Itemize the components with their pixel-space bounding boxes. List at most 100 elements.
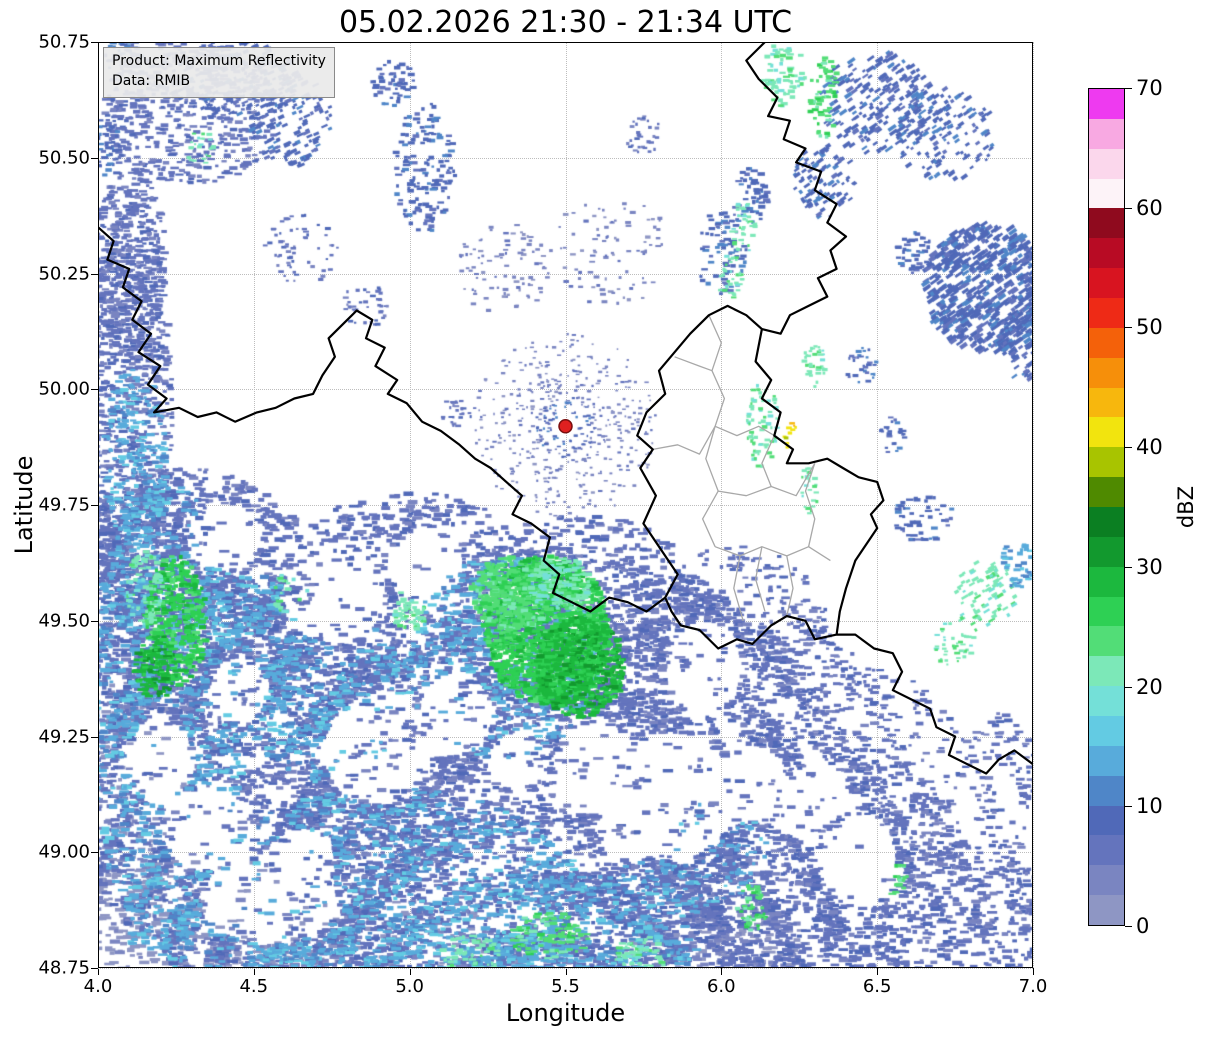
colorbar-segment [1089, 178, 1124, 209]
internal-border-line [733, 555, 744, 621]
country-border-line [636, 304, 885, 650]
gridline [1033, 42, 1034, 968]
x-tick-label: 7.0 [1018, 976, 1048, 997]
internal-border-line [674, 356, 713, 372]
x-tick-label: 4.0 [83, 976, 113, 997]
colorbar-segment [1089, 357, 1124, 388]
x-tick-label: 5.0 [395, 976, 424, 997]
figure-title: 05.02.2026 21:30 - 21:34 UTC [338, 5, 793, 40]
axis-tick [91, 852, 98, 854]
colorbar-segment [1089, 835, 1124, 866]
y-tick-label: 49.50 [38, 610, 90, 632]
colorbar-segment [1089, 716, 1124, 746]
colorbar-tick [1125, 447, 1132, 449]
axis-tick [91, 42, 98, 43]
internal-border-line [804, 463, 816, 547]
internal-border-line [714, 546, 831, 562]
colorbar-segment [1089, 626, 1124, 657]
axis-tick [565, 968, 567, 975]
axis-tick [91, 968, 98, 969]
internal-border-line [754, 546, 766, 612]
colorbar-segment [1089, 118, 1124, 149]
colorbar-segment [1089, 148, 1124, 179]
axis-tick [91, 157, 98, 159]
gridline [98, 968, 1033, 969]
internal-border-line [714, 425, 775, 437]
axis-tick [91, 273, 98, 275]
colorbar-segment [1089, 656, 1124, 687]
y-tick-label: 49.00 [38, 841, 90, 863]
colorbar-segment [1089, 208, 1124, 239]
colorbar-segment [1089, 268, 1124, 299]
y-tick-label: 50.25 [38, 263, 90, 284]
radar-site-marker [558, 419, 573, 434]
axis-tick [98, 968, 99, 975]
colorbar-tick-label: 60 [1136, 195, 1163, 220]
colorbar-tick [1125, 806, 1132, 808]
colorbar-tick-label: 0 [1136, 914, 1150, 938]
axis-tick [721, 968, 723, 975]
colorbar-segment [1089, 298, 1124, 328]
colorbar-segment [1089, 566, 1124, 597]
colorbar-segment [1089, 477, 1124, 508]
internal-border-line [652, 425, 716, 455]
internal-border-line [786, 555, 794, 617]
colorbar-segment [1089, 387, 1124, 418]
colorbar-segment [1089, 536, 1124, 567]
axis-tick [1033, 968, 1034, 975]
x-tick-label: 4.5 [239, 976, 269, 997]
axis-tick [91, 389, 98, 391]
radar-echo-canvas [98, 42, 1033, 968]
colorbar-tick-label: 70 [1136, 76, 1163, 100]
axis-tick [91, 620, 98, 622]
colorbar-segment [1089, 596, 1124, 627]
y-tick-label: 49.75 [38, 494, 90, 516]
colorbar-tick [1125, 207, 1132, 209]
colorbar-label: dBZ [1174, 485, 1198, 529]
country-border-line [98, 226, 666, 613]
colorbar-tick [1125, 566, 1132, 568]
colorbar-segment [1089, 745, 1124, 776]
colorbar-segment [1089, 447, 1124, 478]
axis-tick [253, 968, 255, 975]
y-tick-label: 50.75 [38, 31, 90, 53]
colorbar-segment [1089, 238, 1124, 269]
colorbar-tick-label: 40 [1136, 435, 1163, 460]
colorbar-tick [1125, 926, 1132, 927]
internal-border-line [718, 462, 816, 497]
y-tick-label: 50.50 [38, 147, 90, 169]
country-border-line [745, 42, 848, 335]
x-axis-label: Longitude [505, 999, 626, 1027]
colorbar-segment [1089, 417, 1124, 448]
product-info-box: Product: Maximum Reflectivity Data: RMIB [103, 47, 335, 98]
y-tick-label: 48.75 [38, 957, 90, 979]
axis-tick [409, 968, 411, 975]
y-tick-label: 49.25 [38, 726, 90, 747]
colorbar-segment [1089, 865, 1124, 896]
x-tick-label: 6.5 [862, 976, 892, 997]
product-line: Product: Maximum Reflectivity [112, 53, 326, 69]
axis-tick [91, 736, 98, 738]
colorbar-segment [1089, 507, 1124, 537]
map-borders-layer [98, 42, 1033, 775]
axis-tick [91, 505, 98, 506]
colorbar-segment [1089, 89, 1124, 119]
country-border-line [836, 633, 1033, 775]
colorbar-tick-label: 50 [1136, 315, 1163, 340]
colorbar-segment [1089, 327, 1124, 358]
colorbar-segment [1089, 775, 1124, 806]
data-source-line: Data: RMIB [112, 73, 191, 90]
x-tick-label: 5.5 [551, 976, 580, 997]
colorbar-segment [1089, 895, 1124, 926]
colorbar-tick [1125, 88, 1132, 89]
colorbar-tick-label: 20 [1136, 674, 1163, 699]
colorbar [1088, 88, 1125, 926]
colorbar-tick-label: 10 [1136, 794, 1163, 819]
colorbar-tick-label: 30 [1136, 554, 1163, 579]
axis-tick [877, 968, 879, 975]
colorbar-segment [1089, 686, 1124, 717]
internal-border-line [761, 435, 775, 487]
x-tick-label: 6.0 [706, 976, 736, 997]
plot-area: Product: Maximum Reflectivity Data: RMIB [98, 42, 1034, 969]
y-tick-label: 50.00 [38, 378, 90, 400]
